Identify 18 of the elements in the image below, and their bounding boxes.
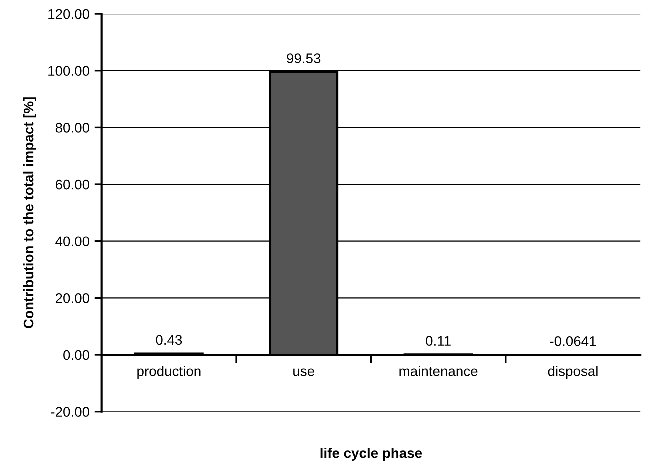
x-axis-title: life cycle phase	[320, 448, 422, 461]
y-axis-title: Contribution to the total impact [%]	[23, 98, 36, 328]
y-tick-label: 100.00	[48, 66, 90, 76]
data-label: 99.53	[287, 54, 321, 64]
data-label: 0.43	[156, 335, 182, 346]
y-tick-label: 60.00	[56, 180, 90, 190]
y-tick-label: 20.00	[56, 294, 90, 304]
y-tick-label: 0.00	[64, 350, 90, 360]
y-tick-label: -20.00	[51, 407, 90, 418]
y-tick-label: 40.00	[56, 236, 90, 247]
data-label: 0.11	[426, 336, 451, 346]
y-tick-label: 120.00	[48, 9, 90, 20]
x-tick-label: maintenance	[400, 366, 478, 376]
y-tick-label: 80.00	[56, 123, 90, 133]
data-label: -0.0641	[550, 336, 596, 346]
x-tick-label: production	[138, 366, 201, 380]
x-tick-label: disposal	[548, 366, 598, 380]
x-tick-label: use	[294, 368, 314, 376]
